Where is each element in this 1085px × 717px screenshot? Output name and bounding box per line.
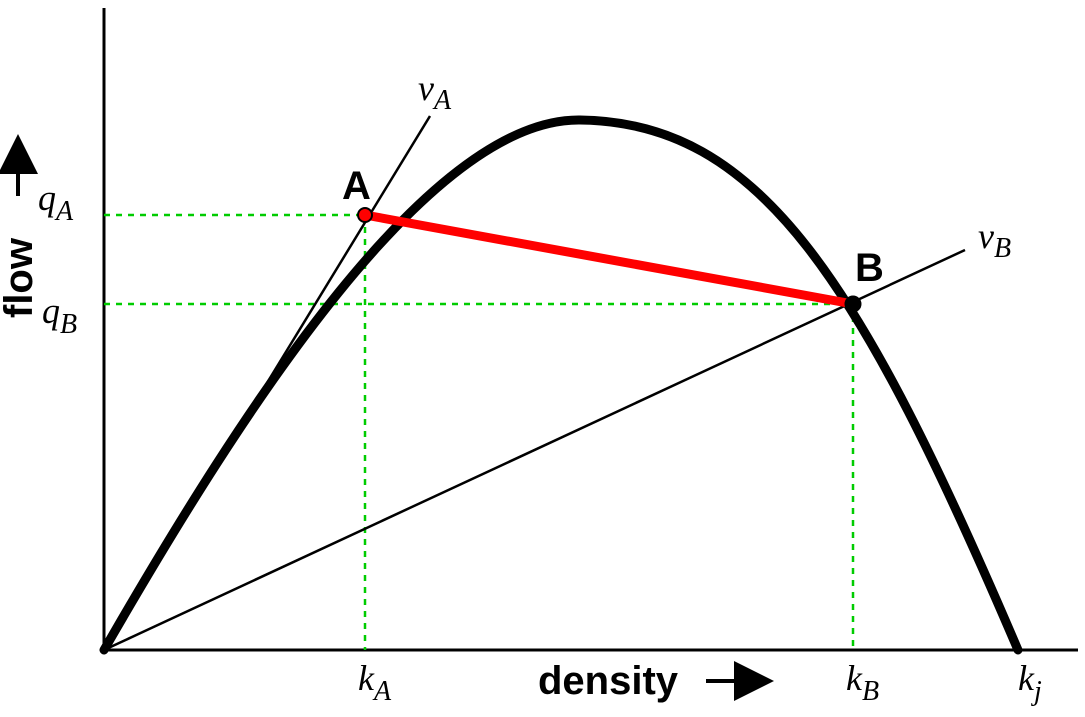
x-tick-kb-main: k	[846, 658, 863, 698]
y-tick-qa-sub: A	[54, 196, 74, 227]
y-tick-qb-main: q	[42, 291, 60, 331]
x-tick-ka-sub: A	[372, 676, 392, 707]
speed-label-va-main: v	[418, 68, 434, 108]
chord-a-b	[360, 210, 858, 309]
x-tick-kj-sub: j	[1031, 676, 1042, 707]
speed-label-va: vA	[418, 68, 452, 116]
speed-label-vb-main: v	[978, 216, 994, 256]
point-b-label: B	[855, 246, 884, 290]
guide-lines	[104, 213, 855, 650]
speed-line-vb	[103, 248, 966, 652]
speed-label-vb-sub: B	[994, 233, 1011, 264]
y-tick-qb: qB	[42, 291, 77, 340]
point-a-label: A	[342, 164, 371, 208]
x-tick-ka-main: k	[358, 658, 375, 698]
speed-label-va-sub: A	[432, 85, 452, 116]
flow-density-curve	[99, 115, 1023, 655]
x-axis-title: density	[538, 659, 679, 703]
y-tick-qa: qA	[38, 178, 74, 227]
x-tick-kj: kj	[1018, 658, 1042, 707]
y-tick-qa-main: q	[38, 178, 56, 218]
x-tick-kj-main: k	[1018, 658, 1035, 698]
point-b-marker	[844, 295, 862, 313]
x-tick-kb-sub: B	[862, 676, 879, 707]
y-tick-qb-sub: B	[60, 309, 77, 340]
speed-label-vb: vB	[978, 216, 1011, 264]
x-tick-kb: kB	[846, 658, 879, 707]
x-tick-ka: kA	[358, 658, 392, 707]
point-a-marker	[357, 207, 373, 223]
y-axis-title: flow	[0, 237, 41, 318]
